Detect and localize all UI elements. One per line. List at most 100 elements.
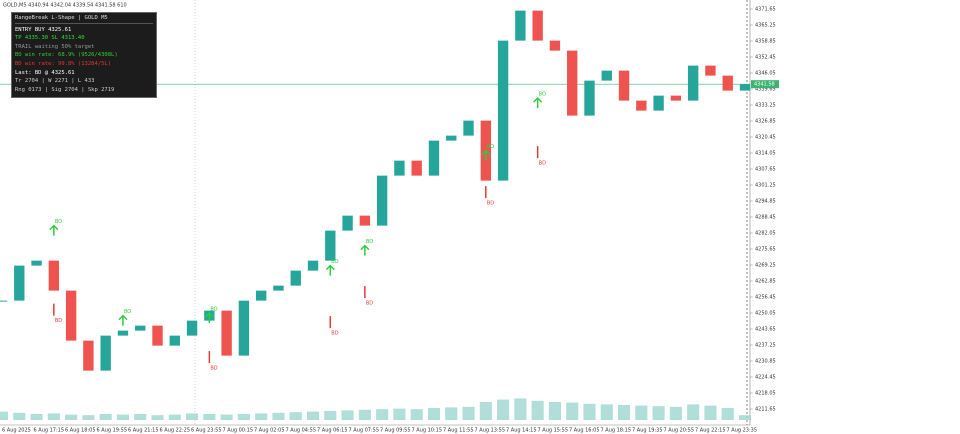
x-tick-label: 7 Aug 00:15 [223,428,254,434]
volume-bar [168,414,181,420]
volume-bar [427,408,441,420]
volume-bar [65,414,78,420]
volume-bar [203,414,216,420]
candle [618,70,630,101]
panel-line: TP 4335.30 SL 4313.40 [15,35,85,42]
x-tick-label: 7 Aug 02:05 [254,428,285,434]
volume-bar [393,408,406,420]
candle [601,70,612,81]
signal-arrow [118,314,128,326]
signal-label: BO [487,144,494,150]
y-tick-label: 4211.65 [755,407,776,413]
x-tick-label: 7 Aug 14:15 [506,428,537,434]
volume-bar [237,414,250,420]
info-panel: RangeBreak L-Shape | GOLD M5 ENTRY BUY 4… [11,12,157,98]
volume-bar [600,404,613,420]
y-tick-label: 4230.85 [755,359,776,365]
candle [0,300,8,302]
y-tick-label: 4269.25 [755,263,776,269]
panel-title: RangeBreak L-Shape | GOLD M5 [15,14,153,24]
panel-line: BD win rate: 99.8% (13284/5L) [15,60,112,67]
price-label: 4341.58 [754,82,775,88]
candle [273,285,284,291]
y-tick-label: 4256.45 [755,295,776,301]
candle [497,40,509,181]
candle [532,10,543,41]
candle [463,120,474,136]
price-box [751,80,779,89]
signal-label: BD [331,331,338,337]
x-tick-label: 7 Aug 09:55 [380,428,411,434]
x-tick-label: 6 Aug 23:55 [191,428,222,434]
volume-bar [13,412,26,420]
x-tick-label: 7 Aug 23:35 [727,428,758,434]
panel-line: TRAIL waiting 50% target [15,43,95,50]
x-tick-label: 7 Aug 19:35 [632,428,663,434]
y-tick-label: 4307.65 [755,167,776,173]
y-tick-label: 4275.65 [755,247,776,253]
signal-label: BD [210,366,217,372]
signal-label: BD [55,318,62,324]
volume-bar [738,415,752,420]
volume-bar [548,402,561,420]
candle [376,175,388,226]
candle [256,290,267,301]
volume-bar [687,404,700,420]
y-tick-label: 4339.65 [755,87,776,93]
volume-bar [99,414,112,420]
x-tick-label: 6 Aug 19:55 [97,428,128,434]
candle [428,140,440,176]
signal-arrow [481,149,491,161]
signal-arrow [360,244,370,256]
candle [83,340,94,371]
signal-arrow [325,264,335,276]
candle [186,320,198,336]
signal-label: BO [210,307,217,313]
volume-bar [358,409,371,420]
volume-bar [583,403,596,420]
candle [567,50,578,116]
candle [238,300,250,356]
y-tick-label: 4320.45 [755,135,776,141]
candle [221,310,232,356]
x-tick-label: 7 Aug 11:55 [443,428,474,434]
x-tick-label: 7 Aug 13:55 [475,428,506,434]
x-tick-label: 7 Aug 06:15 [317,428,348,434]
candle [670,95,682,101]
y-tick-label: 4294.85 [755,199,776,205]
candle [100,335,111,371]
signal-label: BD [366,301,373,307]
volume-bar [255,413,268,420]
y-tick-label: 4352.45 [755,55,776,61]
y-tick-label: 4358.85 [755,39,776,45]
candle [342,215,353,231]
y-tick-label: 4314.05 [755,151,776,157]
volume-bar [134,414,147,420]
signal-label: BO [366,239,373,245]
candle [515,10,526,41]
signal-label: BO [539,92,546,98]
volume-bar [531,400,544,420]
volume-bar [497,399,510,420]
signal-label: BD [487,201,494,207]
volume-bar [151,415,164,420]
x-tick-label: 7 Aug 22:15 [695,428,726,434]
candle [152,325,163,346]
candle [636,100,647,111]
panel-line: Last: BD @ 4325.61 [15,69,75,76]
x-tick-label: 6 Aug 2025 [2,428,31,434]
panel-line: Tr 2704 | W 2271 | L 433 [15,78,95,85]
candle [65,290,77,341]
volume-bar [289,412,302,420]
candle [446,135,457,141]
candle [290,270,301,286]
x-tick-label: 7 Aug 07:55 [349,428,380,434]
header: GOLD,M5 4340.94 4342.04 4339.54 4341.58 … [3,3,127,9]
signal-arrow [204,312,214,324]
volume-bar [704,405,717,420]
candle [411,160,422,176]
candle [705,65,716,76]
x-tick-label: 7 Aug 18:15 [601,428,632,434]
